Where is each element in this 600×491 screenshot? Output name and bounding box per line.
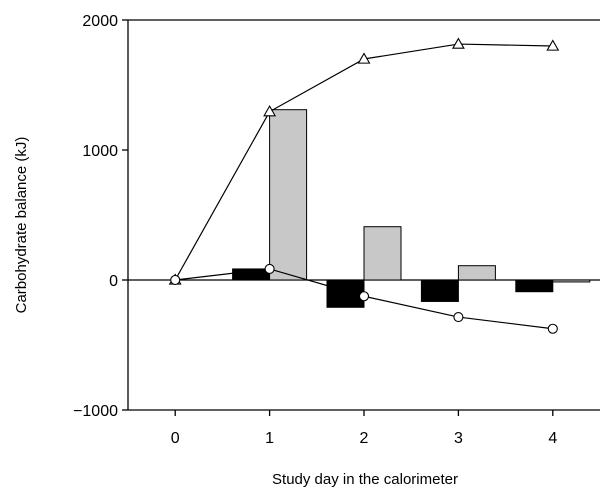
x-tick-label: 4: [548, 430, 557, 447]
bar-black: [515, 279, 554, 293]
circle-marker: [547, 323, 558, 334]
y-tick-label: 0: [109, 273, 118, 290]
bar-grey: [552, 279, 591, 283]
series-markers: [168, 37, 560, 334]
triangle-marker: [451, 37, 465, 49]
y-tick-label: −1000: [73, 403, 118, 420]
circle-marker: [170, 274, 181, 286]
tick-labels: −1000 0 1000 2000 0 1 2 3 4: [73, 13, 557, 447]
y-axis-title: Carbohydrate balance (kJ): [13, 137, 30, 314]
circle-marker: [264, 263, 275, 275]
x-tick-label: 3: [454, 430, 463, 447]
x-tick-label: 0: [171, 430, 180, 447]
triangle-marker: [263, 105, 277, 117]
x-tick-label: 2: [360, 430, 369, 447]
bar-black: [326, 279, 365, 308]
axes: [122, 19, 600, 416]
x-tick-label: 1: [265, 430, 274, 447]
y-tick-label: 2000: [82, 13, 118, 30]
triangle-marker: [357, 52, 371, 64]
y-tick-label: 1000: [82, 143, 118, 160]
circle-marker: [453, 311, 464, 323]
circle-marker: [358, 291, 370, 302]
bar-black: [420, 279, 459, 302]
bar-grey: [269, 109, 308, 281]
bar-grey: [363, 226, 402, 281]
bar-grey: [457, 265, 496, 281]
triangle-marker: [546, 39, 560, 51]
bars: [232, 109, 591, 308]
x-axis-title: Study day in the calorimeter: [272, 471, 458, 488]
